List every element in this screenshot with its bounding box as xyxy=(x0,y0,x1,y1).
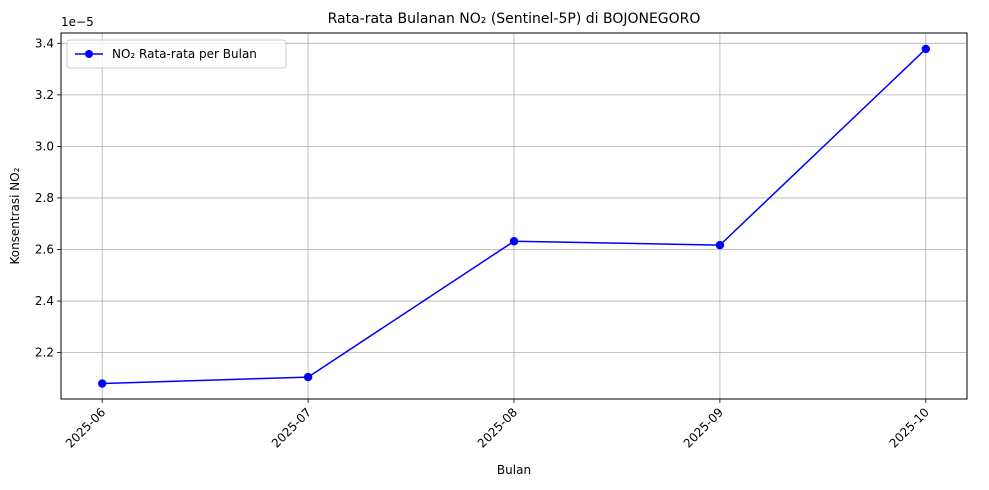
data-point-marker xyxy=(509,237,519,246)
y-tick-label: 3.4 xyxy=(35,36,54,50)
data-point-marker xyxy=(921,44,931,54)
y-tick-label: 2.2 xyxy=(35,346,54,360)
data-point-marker xyxy=(97,379,107,388)
data-point-marker xyxy=(715,240,725,250)
y-tick-label: 2.4 xyxy=(35,294,54,308)
chart-title: Rata-rata Bulanan NO₂ (Sentinel-5P) di B… xyxy=(328,11,701,27)
legend-marker-swatch xyxy=(85,50,93,58)
y-axis-title: Konsentrasi NO₂ xyxy=(8,167,22,264)
data-point-marker xyxy=(303,372,313,382)
y-tick-label: 2.8 xyxy=(35,191,54,205)
y-offset-label: 1e−5 xyxy=(61,15,94,29)
legend-box xyxy=(66,39,287,69)
legend-label: NO₂ Rata-rata per Bulan xyxy=(112,47,257,61)
y-axis-ticks: 2.2 2.4 2.6 2.8 3.0 3.2 3.4 xyxy=(35,36,61,360)
x-axis-title: Bulan xyxy=(497,463,531,477)
y-tick-label: 3.0 xyxy=(35,139,54,153)
y-tick-label: 3.2 xyxy=(35,88,54,102)
data-series xyxy=(97,44,931,388)
y-tick-label: 2.6 xyxy=(35,243,54,257)
legend: NO₂ Rata-rata per Bulan xyxy=(66,39,287,69)
